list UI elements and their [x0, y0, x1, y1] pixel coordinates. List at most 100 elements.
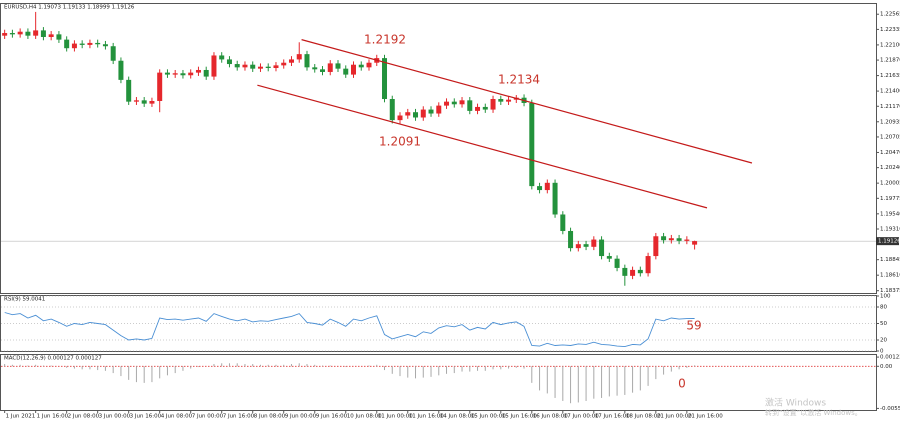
- candle-body: [366, 62, 372, 68]
- x-tick-label: 3 Jun 00:00: [99, 414, 131, 420]
- y-tick-label: 1.22100: [880, 42, 900, 48]
- candle-body: [126, 79, 132, 102]
- candle-body: [327, 63, 333, 72]
- candle-body: [637, 269, 643, 274]
- candle-body: [157, 72, 163, 101]
- candle-body: [172, 73, 178, 75]
- candle-body: [188, 72, 194, 76]
- candle-body: [79, 43, 85, 45]
- candle-body: [467, 100, 473, 111]
- candle-body: [288, 59, 294, 63]
- x-tick-label: 7 Jun 16:00: [223, 414, 255, 420]
- candle-body: [141, 100, 147, 104]
- annotation: 59: [686, 319, 701, 333]
- candle-body: [87, 42, 93, 45]
- candle-body: [436, 105, 442, 114]
- price-header: EURUSD,H4 1.19073 1.19133 1.18999 1.1912…: [4, 5, 135, 11]
- candle-body: [319, 69, 325, 72]
- candle-body: [2, 33, 8, 36]
- annotation: 1.2192: [364, 33, 406, 47]
- candle-body: [475, 106, 481, 111]
- y-tick-label: 1.20005: [880, 181, 900, 187]
- last-price-box: [876, 237, 899, 246]
- candle-body: [351, 64, 357, 75]
- candle-body: [661, 236, 667, 241]
- x-tick-label: 11 Jun 16:00: [409, 414, 444, 420]
- candle-body: [684, 239, 690, 241]
- candle-body: [544, 182, 550, 191]
- y-tick-label: 100: [880, 294, 891, 300]
- candle-body: [102, 44, 108, 47]
- price-panel-frame: [0, 3, 877, 294]
- y-tick-label: 1.21400: [880, 89, 900, 95]
- macd-panel-frame: [0, 354, 877, 411]
- y-tick-label: 1.19310: [880, 226, 900, 232]
- x-tick-label: 1 Jun 2021: [6, 414, 36, 420]
- candle-body: [645, 256, 651, 274]
- y-tick-label: -0.005589: [880, 406, 900, 412]
- candle-body: [537, 186, 543, 191]
- candle-body: [630, 269, 636, 276]
- x-tick-label: 16 Jun 08:00: [533, 414, 568, 420]
- candle-body: [48, 34, 54, 37]
- y-tick-label: 80: [880, 305, 887, 311]
- y-tick-label: 1.18375: [880, 288, 900, 294]
- candle-body: [250, 64, 256, 69]
- candle-body: [568, 230, 574, 249]
- x-tick-label: 8 Jun 08:00: [254, 414, 286, 420]
- x-tick-label: 15 Jun 16:00: [502, 414, 537, 420]
- trend-line: [301, 39, 753, 164]
- y-tick-label: 1.21635: [880, 73, 900, 79]
- candle-body: [118, 60, 124, 80]
- candle-body: [459, 100, 465, 105]
- candle-body: [451, 101, 457, 105]
- y-tick-label: 1.18610: [880, 273, 900, 279]
- candle-body: [304, 54, 310, 68]
- y-tick-label: 0.00: [880, 364, 893, 370]
- last-price-label: 1.19126: [878, 239, 900, 245]
- candle-body: [692, 241, 698, 245]
- y-tick-label: 1.18845: [880, 257, 900, 263]
- candle-body: [180, 73, 186, 76]
- y-tick-label: 0.001223: [880, 355, 900, 361]
- candle-body: [211, 55, 217, 77]
- y-tick-label: 0: [880, 349, 884, 355]
- candle-body: [653, 236, 659, 257]
- x-tick-label: 9 Jun 16:00: [316, 414, 348, 420]
- x-tick-label: 18 Jun 08:00: [626, 414, 661, 420]
- watermark: 激活 Windows: [765, 397, 826, 409]
- candle-body: [335, 63, 341, 69]
- candle-body: [203, 69, 209, 77]
- x-tick-label: 2 Jun 08:00: [68, 414, 100, 420]
- candle-body: [164, 72, 170, 75]
- candle-body: [56, 34, 62, 40]
- candle-body: [25, 31, 31, 36]
- candle-body: [622, 267, 628, 276]
- y-tick-label: 1.22565: [880, 12, 900, 18]
- candle-body: [413, 112, 419, 118]
- candle-body: [265, 66, 271, 69]
- candle-body: [219, 55, 225, 60]
- x-tick-label: 3 Jun 16:00: [130, 414, 162, 420]
- candle-body: [234, 64, 240, 68]
- y-tick-label: 1.19540: [880, 211, 900, 217]
- x-tick-label: 11 Jun 00:00: [378, 414, 413, 420]
- candle-body: [599, 239, 605, 257]
- y-tick-label: 1.21870: [880, 58, 900, 64]
- x-tick-label: 21 Jun 16:00: [688, 414, 723, 420]
- annotation: 1.2091: [379, 135, 421, 149]
- candle-body: [529, 102, 535, 187]
- annotation: 1.2134: [498, 73, 540, 87]
- candle-body: [575, 244, 581, 249]
- candle-body: [273, 65, 279, 69]
- candle-body: [226, 59, 232, 65]
- candle-body: [33, 30, 39, 36]
- x-tick-label: 4 Jun 08:00: [161, 414, 193, 420]
- x-tick-label: 17 Jun 00:00: [564, 414, 599, 420]
- y-tick-label: 20: [880, 338, 887, 344]
- y-tick-label: 1.20705: [880, 134, 900, 140]
- candle-body: [95, 42, 101, 45]
- candle-body: [195, 69, 201, 73]
- x-tick-label: 14 Jun 08:00: [440, 414, 475, 420]
- y-tick-label: 50: [880, 321, 887, 327]
